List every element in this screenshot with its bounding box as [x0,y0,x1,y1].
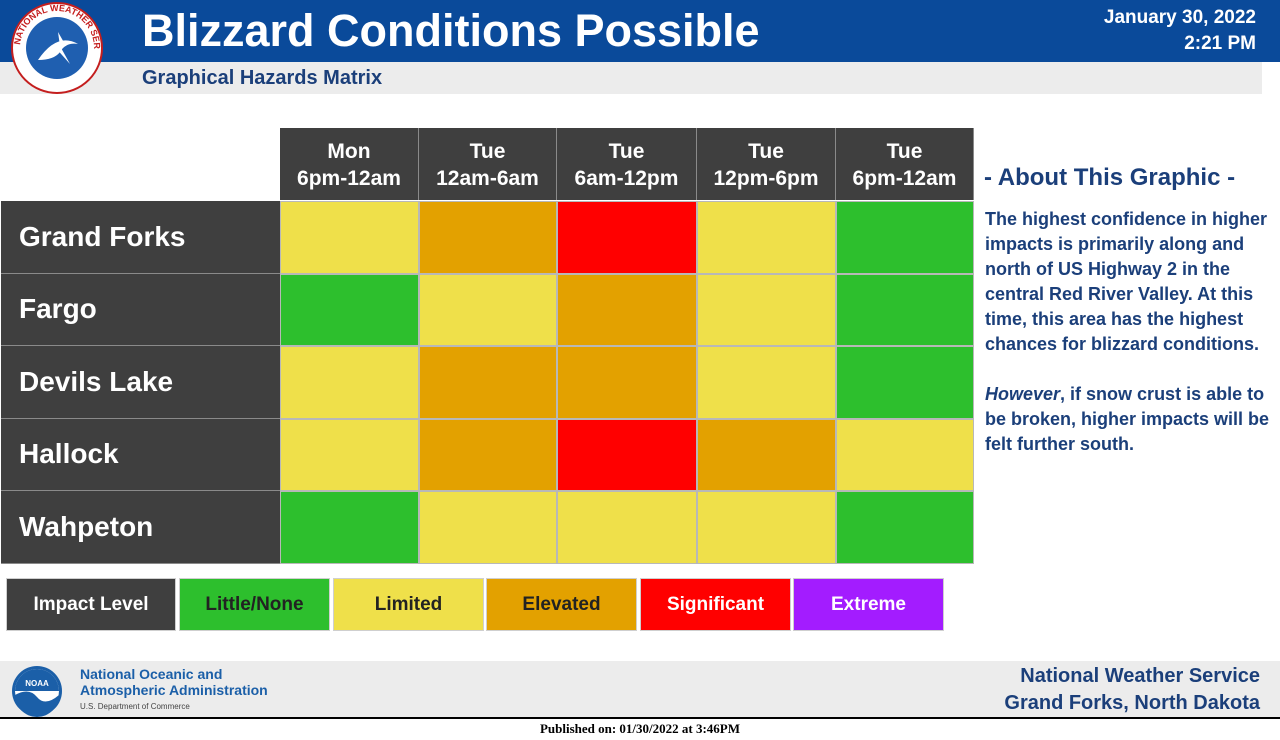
published-note: Published on: 01/30/2022 at 3:46PM [539,721,741,736]
about-paragraph-2: However, if snow crust is able to be bro… [985,382,1277,457]
about-paragraph-1: The highest confidence in higher impacts… [985,209,1268,354]
impact-cell [836,491,974,564]
footer-bar [0,661,1280,717]
page-subtitle: Graphical Hazards Matrix [142,67,383,89]
legend-item-elevated: Elevated [486,578,637,631]
header-bar [0,0,1280,62]
page-title: Blizzard Conditions Possible [142,5,760,56]
issue-time: 2:21 PM [1184,33,1256,54]
office-line2: Grand Forks, North Dakota [1004,692,1260,714]
row-location-devils-lake: Devils Lake [1,346,280,419]
noaa-logo: NOAA [9,665,65,717]
noaa-logo-text: NOAA [25,679,49,688]
impact-cell [836,346,974,419]
impact-cell [557,273,697,346]
row-location-hallock: Hallock [1,418,280,491]
issue-datetime: January 30, 2022 2:21 PM [1104,5,1256,57]
issue-date: January 30, 2022 [1103,7,1256,28]
legend-label: Impact Level [6,578,176,631]
impact-cell [280,346,419,419]
impact-cell [557,491,697,564]
impact-cell [419,418,557,491]
column-period: 12pm-6pm [713,167,819,190]
impact-cell [836,201,974,274]
column-header: Tue 6am-12pm [557,128,697,200]
bottom-rule [0,717,1280,719]
about-emphasis: However [985,384,1061,404]
column-period: 6pm-12am [852,167,957,190]
impact-cell [836,418,974,491]
impact-cell [419,201,557,274]
impact-cell [419,491,557,564]
impact-cell [419,273,557,346]
column-header: Tue 12pm-6pm [697,128,836,200]
impact-cell [697,346,836,419]
impact-cell [280,491,419,564]
noaa-name-line1: National Oceanic and [80,666,223,682]
impact-cell [280,273,419,346]
column-day: Tue [469,140,506,163]
column-period: 6am-12pm [574,167,679,190]
about-paragraph-2-rest: , if snow crust is able to be broken, hi… [985,384,1270,454]
office-name: National Weather Service Grand Forks, No… [1004,663,1260,717]
legend-item-extreme: Extreme [793,578,944,631]
impact-cell [557,346,697,419]
impact-cell [697,491,836,564]
impact-cell [697,273,836,346]
impact-cell [836,273,974,346]
row-location-fargo: Fargo [1,273,280,346]
noaa-department: U.S. Department of Commerce [80,702,190,711]
impact-cell [419,346,557,419]
nws-logo: NATIONAL WEATHER SERVICE [5,0,106,94]
column-day: Mon [327,140,371,163]
column-day: Tue [886,140,923,163]
legend-item-significant: Significant [640,578,791,631]
column-period: 12am-6am [436,167,539,190]
header-edge [1262,62,1280,94]
impact-cell [557,201,697,274]
legend-item-little-none: Little/None [179,578,330,631]
noaa-name-line2: Atmospheric Administration [80,682,268,698]
impact-cell [557,418,697,491]
column-header: Tue 6pm-12am [836,128,974,200]
column-header: Mon 6pm-12am [280,128,419,200]
legend-item-limited: Limited [333,578,484,631]
impact-cell [280,418,419,491]
row-location-wahpeton: Wahpeton [1,491,280,564]
impact-cell [697,201,836,274]
impact-cell [697,418,836,491]
subtitle-bar [0,62,1262,94]
row-location-grand-forks: Grand Forks [1,201,280,274]
column-period: 6pm-12am [297,167,401,190]
office-line1: National Weather Service [1020,665,1260,687]
column-day: Tue [608,140,645,163]
impact-cell [280,201,419,274]
column-header: Tue 12am-6am [419,128,557,200]
noaa-name: National Oceanic and Atmospheric Adminis… [80,666,268,698]
about-heading: - About This Graphic - [984,164,1236,191]
about-text: The highest confidence in higher impacts… [985,207,1277,482]
column-day: Tue [748,140,784,163]
